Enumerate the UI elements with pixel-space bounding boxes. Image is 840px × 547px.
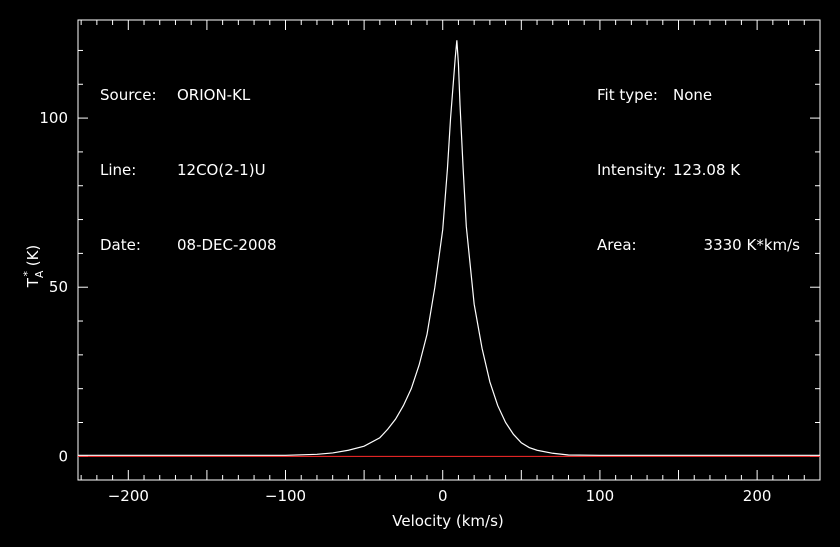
fit-row: Fit type: None	[597, 83, 800, 108]
y-tick-label: 50	[49, 278, 68, 296]
x-tick-label: −200	[108, 487, 149, 505]
date-label: Date:	[100, 236, 141, 254]
line-value: 12CO(2-1)U	[177, 161, 266, 179]
y-tick-label: 100	[39, 109, 68, 127]
info-right: Fit type: None Intensity: 123.08 K Area: 33…	[597, 33, 800, 283]
y-axis-label: TA* (K)	[21, 245, 46, 289]
fit-value: None	[673, 86, 713, 104]
y-tick-label: 0	[58, 447, 68, 465]
intensity-label: Intensity:	[597, 161, 667, 179]
ticks: −200 −100 0 100 200 0 50 100	[39, 20, 821, 505]
source-label: Source:	[100, 86, 157, 104]
date-value: 08-DEC-2008	[177, 236, 277, 254]
line-row: Line: 12CO(2-1)U	[100, 158, 277, 183]
y-axis-label-subscript: A	[33, 270, 46, 278]
area-value: 3330 K*km/s	[703, 236, 800, 254]
source-value: ORION-KL	[177, 86, 251, 104]
date-row: Date: 08-DEC-2008	[100, 233, 277, 258]
x-axis-label: Velocity (km/s)	[392, 512, 503, 530]
spectrum-line	[78, 40, 820, 456]
axes	[77, 19, 821, 481]
intensity-row: Intensity: 123.08 K	[597, 158, 800, 183]
area-row: Area: 3330 K*km/s	[597, 233, 800, 258]
fit-label: Fit type:	[597, 86, 658, 104]
y-axis-label-t: T	[24, 277, 42, 288]
x-tick-label: −100	[265, 487, 306, 505]
svg-text:TA* (K): TA* (K)	[21, 245, 46, 289]
y-axis-label-star: *	[21, 271, 34, 277]
x-tick-label: 100	[586, 487, 615, 505]
info-left: Source: ORION-KL Line: 12CO(2-1)U Date: 08-…	[100, 33, 277, 283]
area-label: Area:	[597, 236, 637, 254]
y-axis-label-unit: (K)	[24, 245, 42, 271]
intensity-value: 123.08 K	[673, 161, 741, 179]
plot-frame	[77, 19, 821, 481]
x-tick-label: 200	[743, 487, 772, 505]
source-row: Source: ORION-KL	[100, 83, 277, 108]
line-label: Line:	[100, 161, 137, 179]
x-tick-label: 0	[438, 487, 448, 505]
